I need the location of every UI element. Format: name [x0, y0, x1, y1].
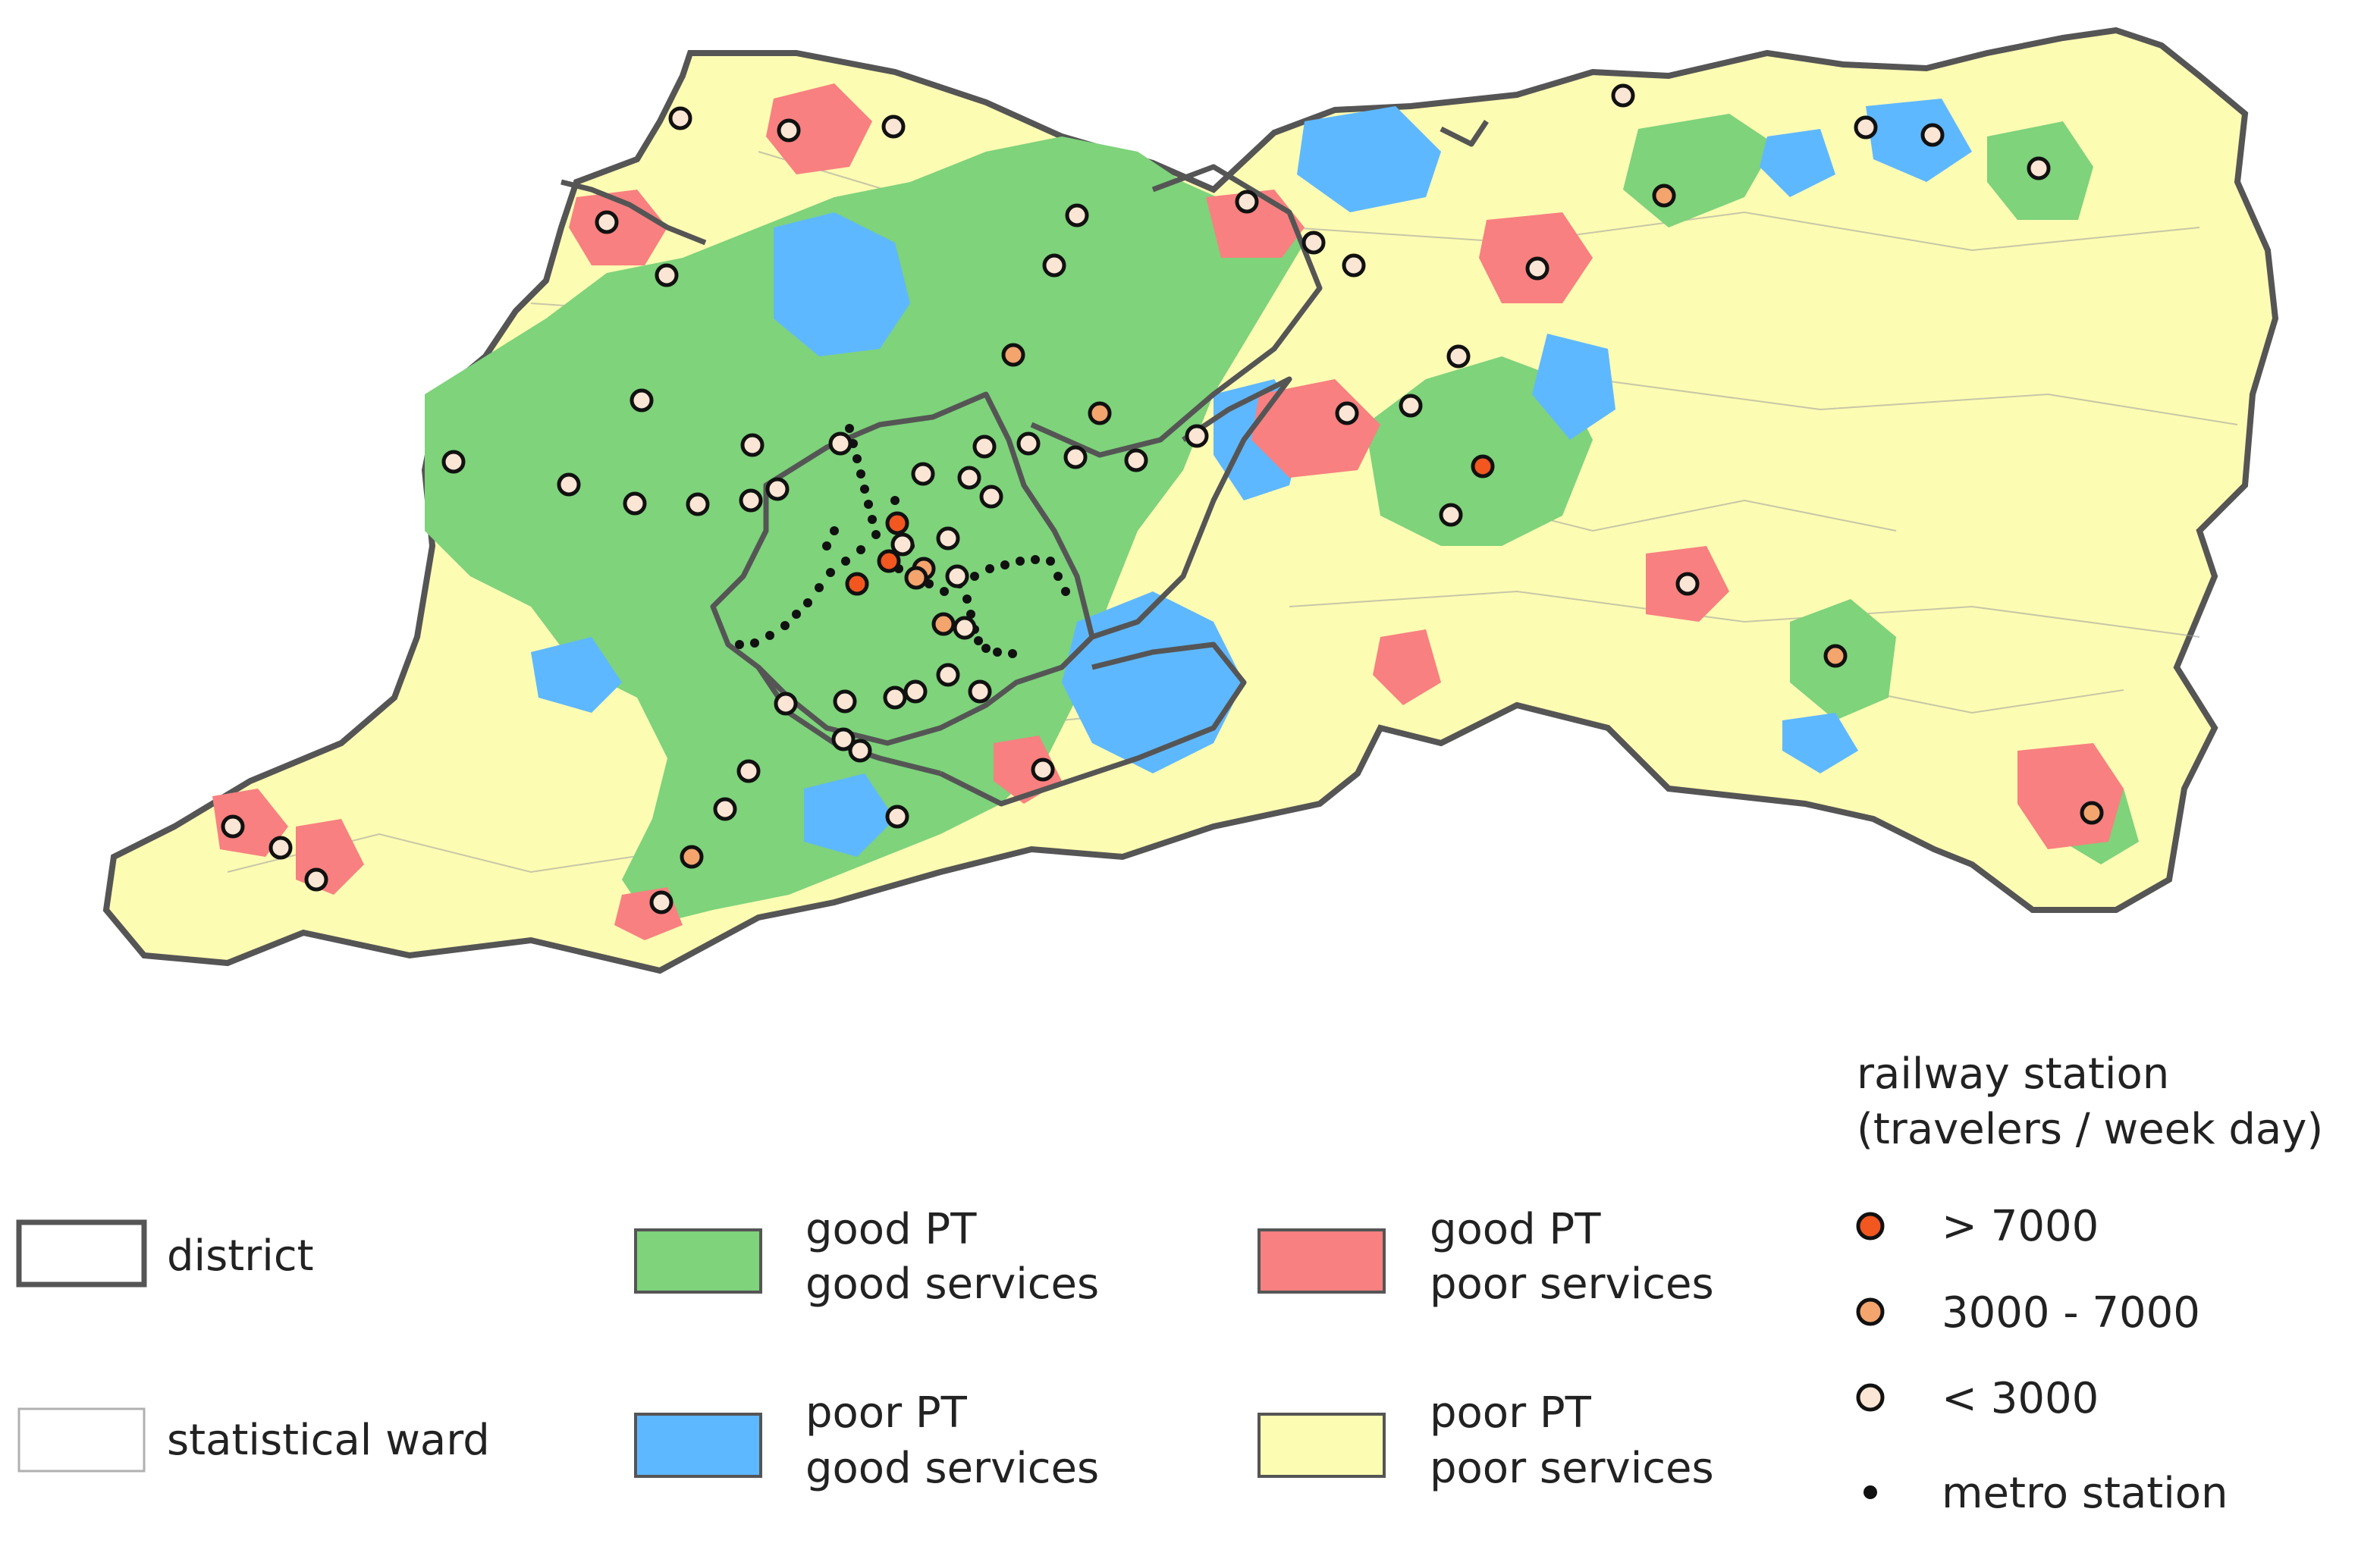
legend-marker-metro [1863, 1485, 1877, 1499]
legend-swatch-poor-pt-good-services [634, 1413, 762, 1478]
legend-label-district: district [167, 1231, 314, 1281]
legend-swatch-district [16, 1219, 147, 1288]
legend-swatch-ward [17, 1407, 146, 1473]
legend-swatch-poor-pt-poor-services [1258, 1413, 1386, 1478]
area-good-pt-poor-services [212, 83, 2124, 940]
legend-stations-title-1: railway station [1857, 1049, 2169, 1099]
legend-swatch-good-pt-good-services [634, 1228, 762, 1294]
legend-label-small: < 3000 [1942, 1374, 2099, 1423]
legend-label-medium: 3000 - 7000 [1942, 1288, 2200, 1338]
legend-marker-medium [1856, 1297, 1885, 1326]
legend-label-pp-1: poor PT [1430, 1388, 1592, 1438]
railway-stations-medium [680, 184, 2104, 869]
legend-marker-small [1856, 1383, 1885, 1412]
legend-label-metro: metro station [1942, 1469, 2228, 1518]
railway-stations-large [845, 454, 1495, 596]
legend-marker-large [1856, 1212, 1885, 1241]
legend-label-pg-1: poor PT [805, 1388, 968, 1438]
legend-label-gp-1: good PT [1430, 1205, 1601, 1254]
legend-label-gg-2: good services [805, 1259, 1099, 1309]
legend-swatch-good-pt-poor-services [1258, 1228, 1386, 1294]
legend-label-large: > 7000 [1942, 1202, 2099, 1251]
legend: district statistical ward good PT good s… [16, 1049, 2323, 1518]
legend-label-pg-2: good services [805, 1444, 1099, 1493]
legend-label-gp-2: poor services [1430, 1259, 1714, 1309]
railway-stations-small [221, 83, 2051, 914]
legend-stations-title-2: (travelers / week day) [1857, 1105, 2323, 1154]
legend-label-ward: statistical ward [167, 1416, 490, 1465]
legend-label-pp-2: poor services [1430, 1444, 1714, 1493]
legend-label-gg-1: good PT [805, 1205, 977, 1254]
